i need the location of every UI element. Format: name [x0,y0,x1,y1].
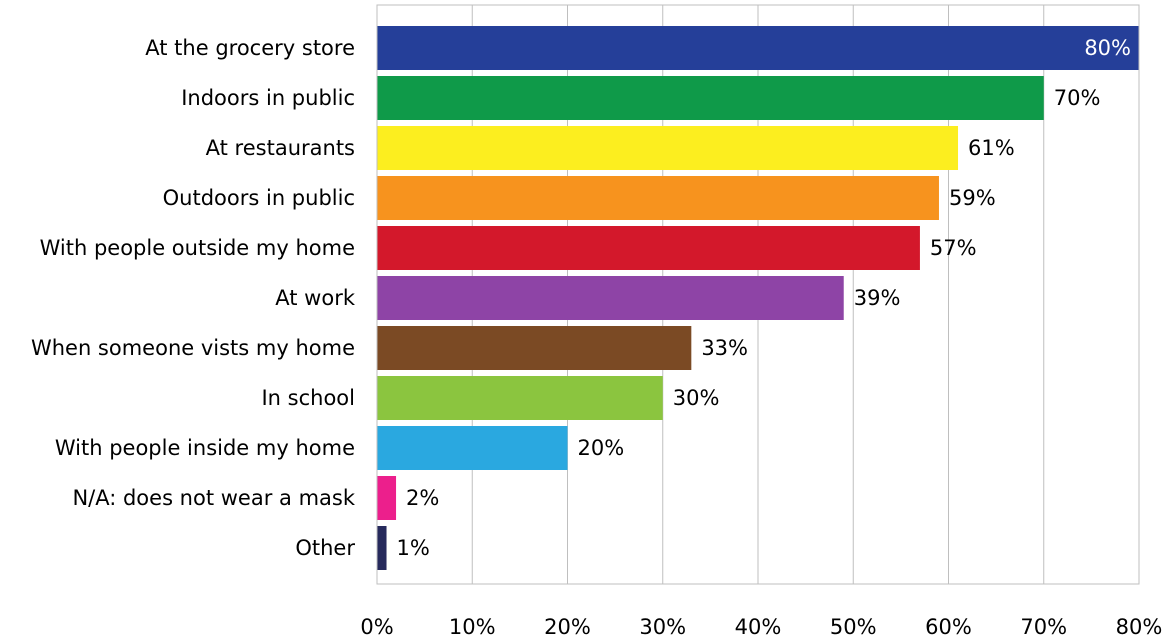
category-label: With people inside my home [55,436,355,460]
category-label: At the grocery store [145,36,355,60]
category-label: At work [275,286,356,310]
x-tick-label: 50% [830,615,877,639]
data-label: 39% [854,286,901,310]
bar [377,226,920,270]
bar [377,126,959,170]
category-labels: At the grocery store Indoors in public At … [31,36,356,560]
data-label: 70% [1054,86,1101,110]
data-label: 20% [578,436,625,460]
x-tick-label: 40% [735,615,782,639]
data-label: 57% [930,236,977,260]
bar [377,376,663,420]
bars [377,26,1139,570]
category-label: Indoors in public [181,86,355,110]
category-label: At restaurants [206,136,355,160]
category-label: With people outside my home [40,236,355,260]
x-tick-label: 20% [544,615,591,639]
data-label: 1% [397,536,430,560]
bar [377,526,387,570]
plot-area-frame [376,4,1140,585]
bar [377,476,397,520]
bar [377,326,692,370]
bar [377,76,1044,120]
data-label: 2% [406,486,439,510]
bar [377,176,939,220]
category-label: When someone vists my home [31,336,355,360]
x-axis-tick-labels: 0% 10% 20% 30% 40% 50% 60% 70% 80% [360,615,1162,639]
category-label: N/A: does not wear a mask [72,486,355,510]
x-tick-label: 70% [1020,615,1067,639]
data-labels: 80% 70% 61% 59% 57% 39% 33% 30% 20% 2% 1% [397,36,1131,560]
data-label: 59% [949,186,996,210]
bar [377,26,1139,70]
category-label: Other [295,536,355,560]
x-tick-label: 60% [925,615,972,639]
x-tick-label: 30% [639,615,686,639]
x-tick-label: 0% [360,615,393,639]
data-label: 33% [701,336,748,360]
bar [377,426,568,470]
category-label: Outdoors in public [163,186,355,210]
data-label: 30% [673,386,720,410]
category-label: In school [261,386,355,410]
data-label: 61% [968,136,1015,160]
x-tick-label: 10% [449,615,496,639]
x-tick-label: 80% [1116,615,1163,639]
data-label: 80% [1084,36,1131,60]
bar [377,276,844,320]
